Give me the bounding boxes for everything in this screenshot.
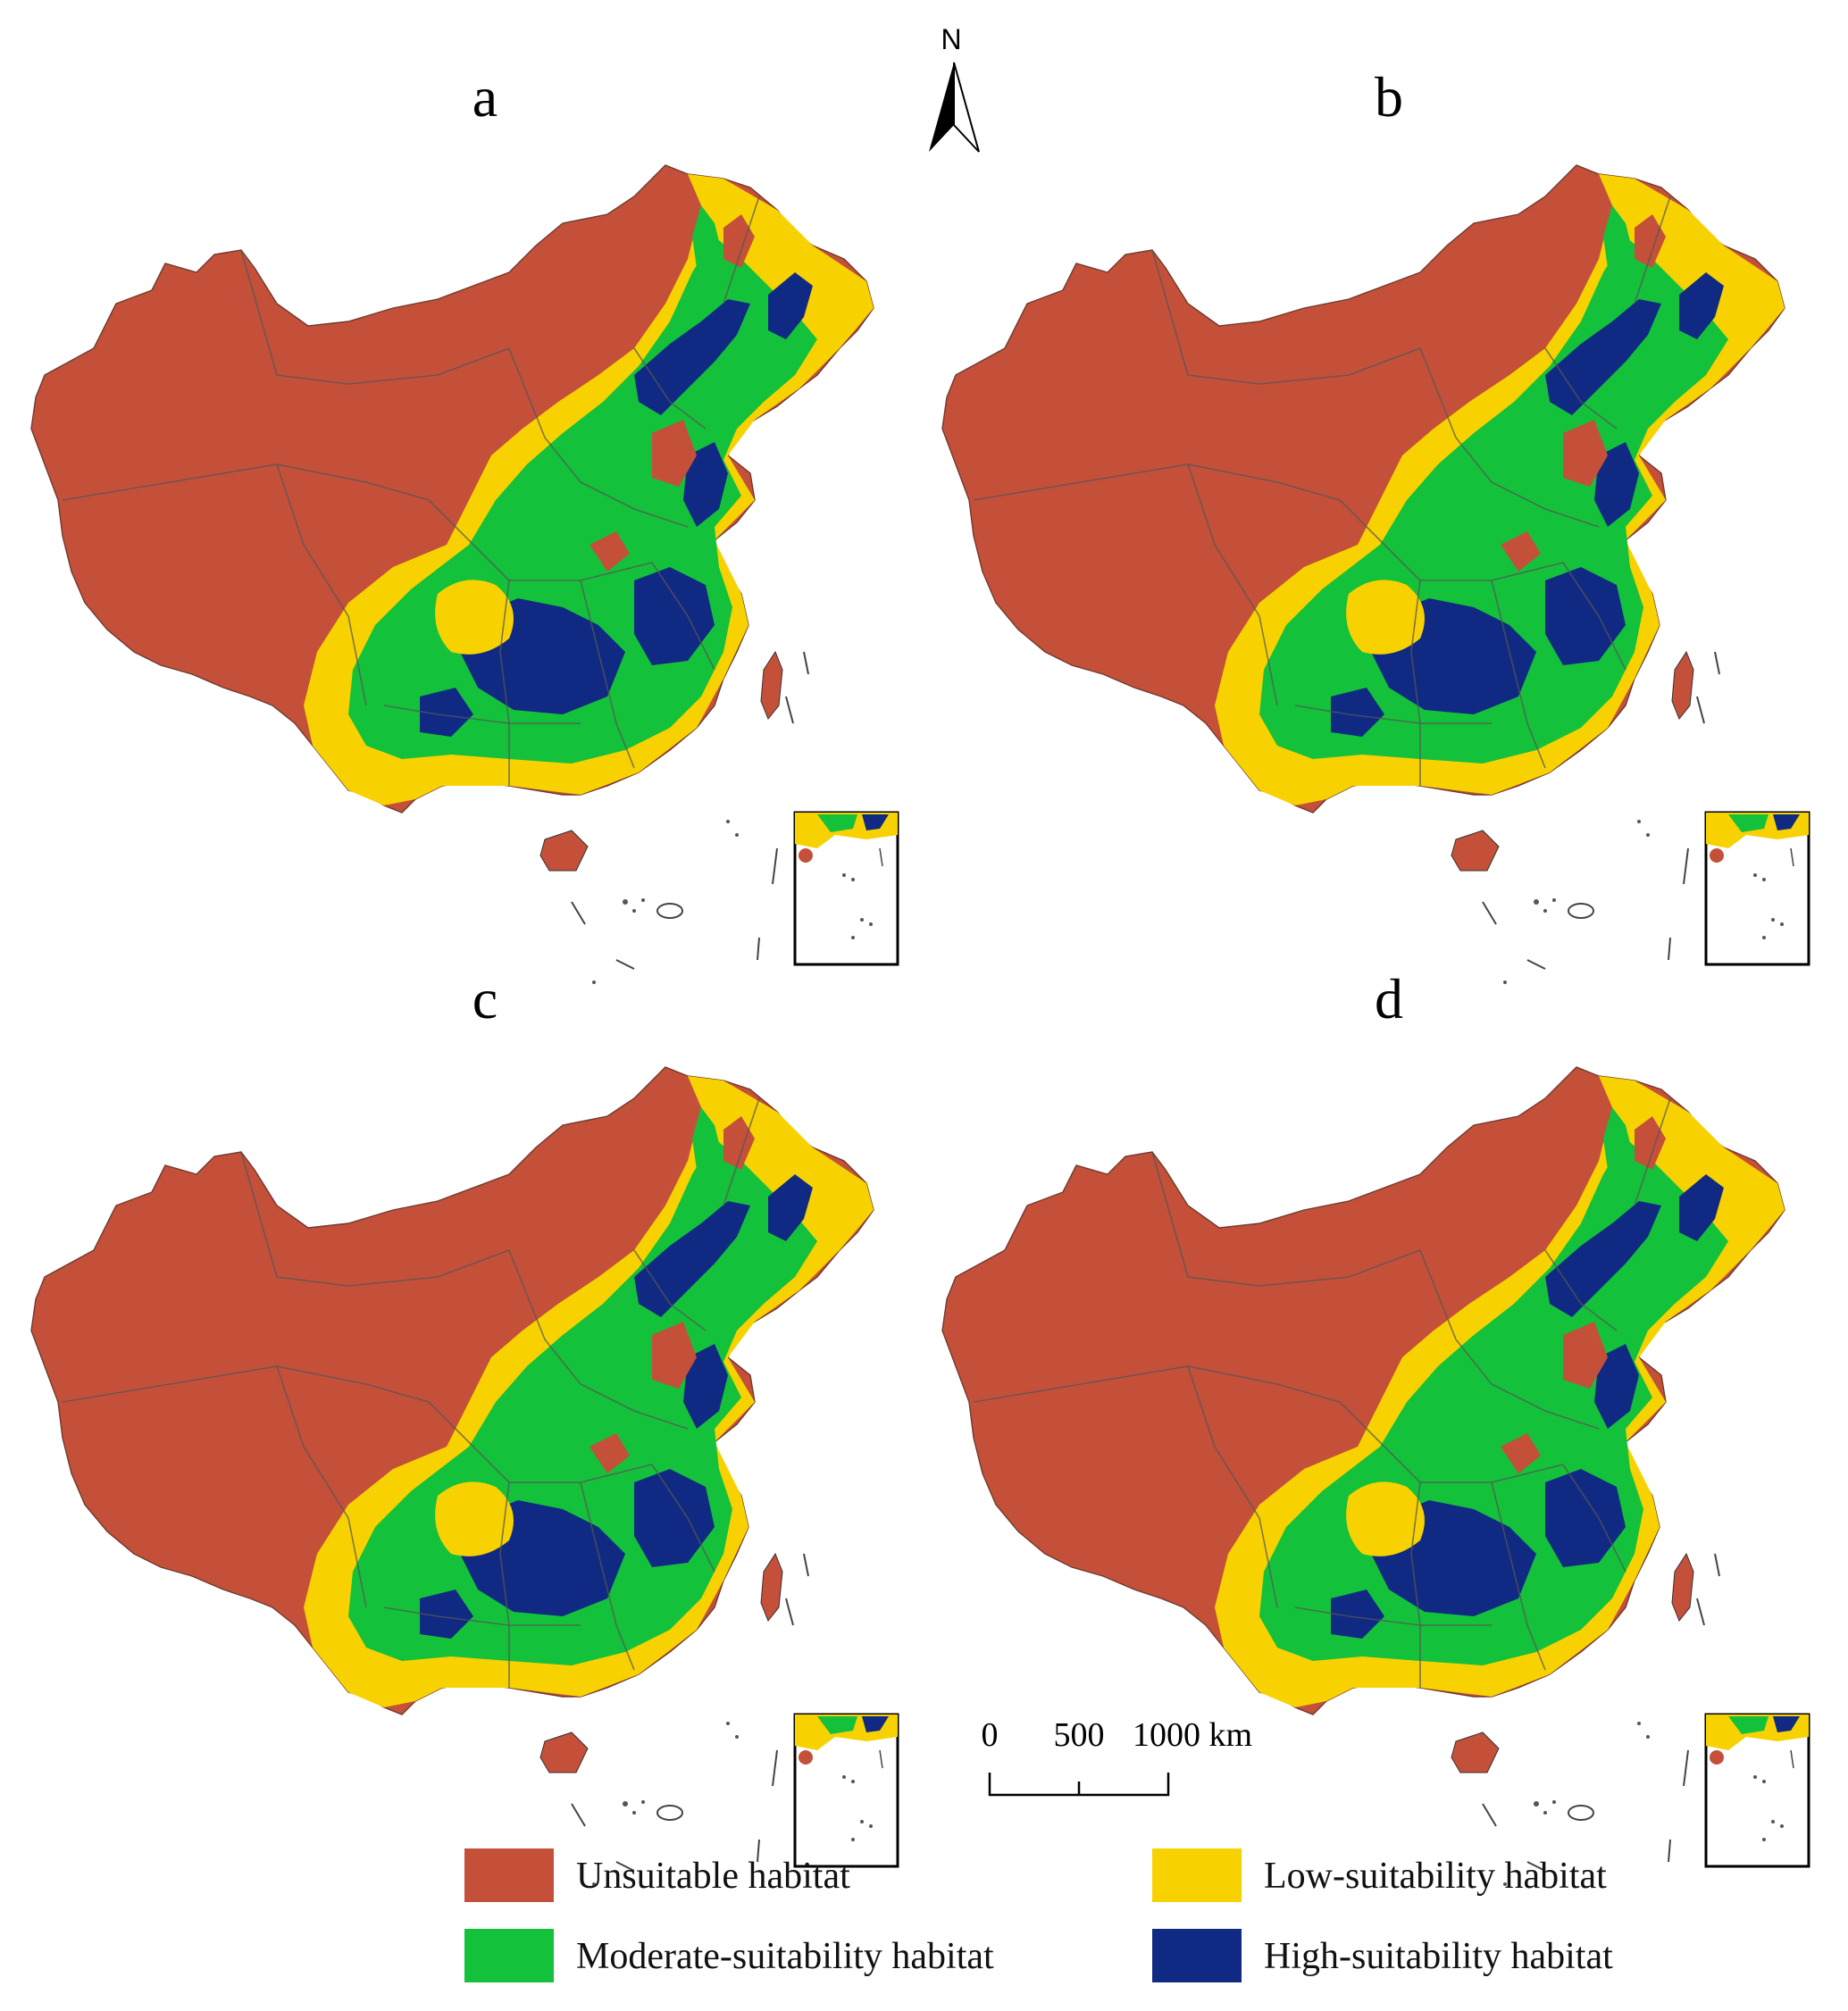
scale-bar: 0 500 1000 km — [982, 1716, 1252, 1797]
scale-tick-0: 0 — [982, 1716, 999, 1754]
map-panel-c — [30, 1066, 899, 1887]
north-arrow: N — [929, 23, 980, 153]
scale-line — [988, 1773, 1170, 1797]
panel-label-d: d — [1375, 967, 1403, 1031]
north-arrow-letter: N — [941, 23, 961, 55]
legend-label-unsuitable: Unsuitable habitat — [576, 1856, 850, 1897]
map-panel-a — [30, 164, 899, 985]
north-arrow-icon — [929, 63, 954, 152]
panel-label-a: a — [472, 65, 498, 129]
legend: Unsuitable habitat Low-suitability habit… — [464, 1848, 1613, 1982]
legend-label-moderate: Moderate-suitability habitat — [576, 1936, 994, 1977]
legend-label-low: Low-suitability habitat — [1264, 1856, 1607, 1897]
legend-swatch-moderate — [464, 1929, 554, 1982]
map-panel-d — [941, 1066, 1810, 1887]
legend-swatch-unsuitable — [464, 1848, 554, 1902]
legend-swatch-low — [1152, 1848, 1242, 1902]
panel-label-b: b — [1375, 65, 1403, 129]
legend-swatch-high — [1152, 1929, 1242, 1982]
panel-label-c: c — [472, 967, 498, 1031]
legend-label-high: High-suitability habitat — [1264, 1936, 1613, 1977]
map-panel-b — [941, 164, 1810, 985]
scale-tick-500: 500 — [1054, 1716, 1105, 1754]
scale-tick-1000: 1000 km — [1133, 1716, 1252, 1754]
